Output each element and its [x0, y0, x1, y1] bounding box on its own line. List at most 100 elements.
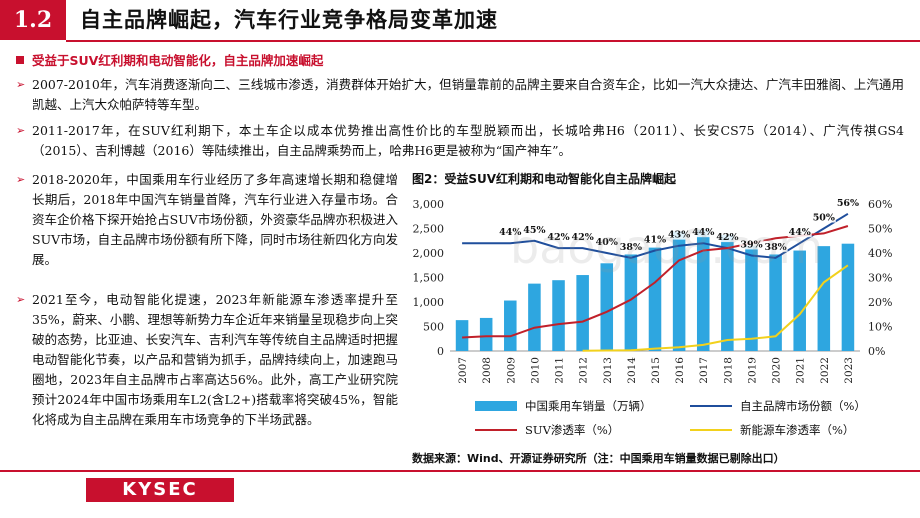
share-data-label: 56% [837, 198, 859, 209]
y-left-tick-label: 3,000 [413, 198, 445, 211]
share-label-bg [643, 233, 667, 245]
share-data-label: 41% [644, 235, 666, 246]
share-data-label: 44% [692, 227, 714, 238]
share-label-bg [691, 226, 716, 238]
share-data-label: 39% [740, 239, 762, 250]
line-suv-penetration [462, 225, 849, 339]
y-left-tick-label: 1,000 [413, 296, 445, 309]
x-tick-label: 2012 [578, 357, 590, 384]
legend-label: 中国乘用车销量（万辆） [525, 399, 652, 413]
share-data-label: 43% [668, 230, 690, 241]
sales-share-chart: 0 500 1,000 1,500 2,000 2,500 3,000 0% 10% 20% 30%… [413, 196, 892, 437]
x-tick-label: 2023 [843, 357, 855, 384]
x-tick-label: 2009 [505, 357, 517, 384]
paragraph-text: 2007-2010年，汽车消费逐渐向二、三线城市渗透，消费群体开始扩大，但销量靠… [32, 77, 904, 112]
paragraph-text: 2018-2020年，中国乘用车行业经历了多年高速增长期和稳健增长期后，2018… [32, 172, 398, 267]
x-tick-label: 2008 [481, 357, 493, 384]
y-left-tick-label: 0 [437, 345, 444, 358]
legend-label: SUV渗透率（%） [525, 423, 619, 437]
bar-sales [793, 250, 806, 351]
bar-sales [769, 254, 782, 351]
bar-sales [552, 280, 565, 351]
legend-label: 自主品牌市场份额（%） [740, 399, 866, 413]
bar-sales [504, 300, 517, 351]
x-tick-label: 2020 [771, 357, 783, 384]
x-tick-label: 2013 [602, 357, 614, 384]
x-tick-label: 2007 [457, 357, 469, 384]
share-data-label: 38% [764, 242, 786, 253]
bar-sales [576, 275, 589, 351]
title-bar: 1.2 自主品牌崛起，汽车行业竞争格局变革加速 [0, 0, 920, 42]
y-left-tick-label: 2,500 [413, 223, 445, 236]
y-left-tick-label: 500 [423, 321, 444, 334]
bar-sales [455, 320, 469, 351]
bar-sales [696, 229, 710, 351]
subheading-text: 受益于SUV红利期和电动智能化，自主品牌加速崛起 [32, 53, 324, 68]
share-data-label: 42% [716, 232, 738, 243]
share-label-bg [570, 231, 595, 243]
share-label-bg [498, 226, 523, 238]
share-data-label: 40% [596, 237, 618, 248]
share-label-bg [667, 228, 692, 240]
subheading: 受益于SUV红利期和电动智能化，自主品牌加速崛起 [16, 50, 323, 69]
share-label-bg [811, 211, 836, 223]
y-right-tick-label: 40% [868, 247, 892, 260]
share-label-bg [787, 226, 812, 238]
paragraph-text: 2011-2017年，在SUV红利期下，本土车企以成本优势推出高性价比的车型脱颖… [32, 123, 904, 158]
paragraph-2011-2017: ➢ 2011-2017年，在SUV红利期下，本土车企以成本优势推出高性价比的车型… [16, 121, 904, 161]
figure-caption: 图2：受益SUV红利期和电动智能化自主品牌崛起 [412, 172, 677, 186]
arrow-bullet-icon: ➢ [16, 173, 26, 186]
arrow-bullet-icon: ➢ [16, 78, 26, 91]
share-label-bg [739, 238, 764, 250]
share-data-label: 38% [620, 242, 642, 253]
bar-sales [817, 246, 831, 351]
x-tick-label: 2010 [529, 357, 541, 384]
x-tick-label: 2018 [722, 357, 734, 384]
bar-sales [721, 234, 734, 351]
x-tick-label: 2021 [795, 357, 807, 384]
footer-divider [0, 470, 920, 472]
page-title: 自主品牌崛起，汽车行业竞争格局变革加速 [80, 8, 498, 32]
x-tick-label: 2019 [746, 357, 758, 384]
section-number: 1.2 [0, 0, 66, 40]
bar-sales [648, 247, 662, 351]
x-tick-label: 2011 [554, 357, 566, 384]
share-data-label: 44% [499, 227, 521, 238]
y-right-tick-label: 50% [868, 223, 892, 236]
x-tick-label: 2015 [650, 357, 662, 384]
y-right-tick-label: 10% [868, 321, 892, 334]
x-tick-label: 2022 [819, 357, 831, 384]
title-divider [66, 40, 920, 42]
bar-sales [841, 243, 855, 351]
bar-sales [528, 283, 541, 351]
kysec-logo: KYSEC [86, 478, 234, 502]
share-label-bg [618, 240, 643, 252]
bar-sales [624, 254, 638, 351]
y-left-tick-label: 1,500 [413, 272, 445, 285]
arrow-bullet-icon: ➢ [16, 124, 26, 137]
figure-source: 数据来源：Wind、开源证券研究所（注：中国乘用车销量数据已剔除出口） [412, 452, 785, 465]
bar-sales [672, 231, 686, 351]
share-label-bg [546, 231, 571, 243]
share-label-bg [715, 231, 740, 243]
line-nev-penetration [582, 264, 849, 352]
paragraph-text: 2021至今，电动智能化提速，2023年新能源车渗透率提升至35%，蔚来、小鹏、… [32, 292, 398, 427]
paragraph-2007-2010: ➢ 2007-2010年，汽车消费逐渐向二、三线城市渗透，消费群体开始扩大，但销… [16, 75, 904, 115]
share-label-bg [522, 223, 547, 235]
legend-label: 新能源车渗透率（%） [740, 423, 854, 437]
y-left-tick-label: 2,000 [413, 247, 445, 260]
y-right-tick-label: 0% [868, 345, 885, 358]
bar-sales [479, 317, 493, 351]
paragraph-2021-now: ➢ 2021至今，电动智能化提速，2023年新能源车渗透率提升至35%，蔚来、小… [16, 290, 398, 430]
y-right-tick-label: 30% [868, 272, 892, 285]
share-data-label: 50% [813, 213, 835, 224]
y-right-tick-label: 60% [868, 198, 892, 211]
watermark: baogao8.com [510, 220, 824, 274]
share-label-bg [835, 196, 860, 208]
share-label-bg [594, 236, 619, 247]
x-tick-label: 2016 [674, 357, 686, 384]
share-data-label: 45% [523, 225, 545, 236]
share-data-label: 42% [572, 232, 594, 243]
share-data-label: 42% [547, 232, 569, 243]
x-tick-label: 2014 [626, 357, 638, 384]
